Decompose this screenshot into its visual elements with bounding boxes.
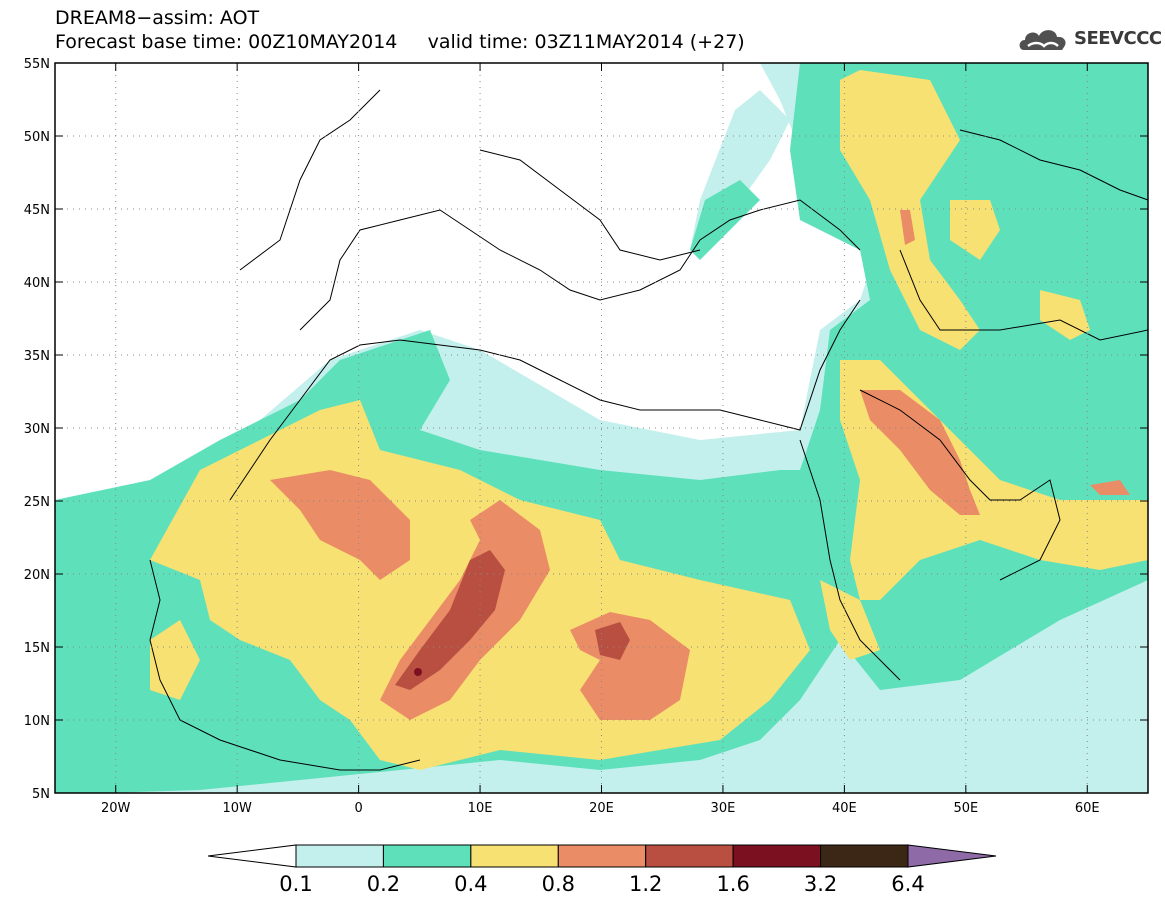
- lat-tick-label: 45N: [24, 203, 50, 218]
- colorbar-label: 0.2: [366, 872, 401, 896]
- lon-tick-label: 40E: [832, 801, 857, 816]
- lat-tick-label: 50N: [24, 130, 50, 145]
- lon-tick-label: 60E: [1075, 801, 1100, 816]
- axis-ticks: [55, 62, 1148, 794]
- lon-tick-label: 10E: [468, 801, 493, 816]
- colorbar-swatch: [382, 844, 472, 868]
- colorbar-under-triangle: [207, 844, 297, 868]
- lat-tick-label: 35N: [24, 349, 50, 364]
- colorbar-swatch: [732, 844, 822, 868]
- lon-tick-label: 10W: [222, 801, 252, 816]
- axis-labels: 20W 10W 0 10E 20E 30E 40E 50E 60E 5N 10N 15N 20N 25N 3…: [24, 57, 1100, 816]
- lon-tick-label: 50E: [953, 801, 978, 816]
- colorbar-swatch: [295, 844, 384, 868]
- colorbar-over-triangle: [907, 844, 997, 868]
- lon-tick-label: 30E: [711, 801, 736, 816]
- aot-contour-1.2: [395, 550, 630, 690]
- aot-contour-1.6: [414, 668, 422, 676]
- lat-tick-label: 10N: [24, 714, 50, 729]
- forecast-times: Forecast base time: 00Z10MAY2014 valid t…: [55, 31, 745, 53]
- lat-tick-label: 15N: [24, 641, 50, 656]
- logo-text: SEEVCCC: [1074, 28, 1162, 49]
- colorbar-swatch: [557, 844, 647, 868]
- seevccc-logo: SEEVCCC: [1016, 22, 1162, 58]
- colorbar-label: 0.4: [454, 872, 488, 896]
- cloud-icon: [1019, 30, 1066, 50]
- colorbar-label: 0.8: [541, 872, 575, 896]
- lat-tick-label: 20N: [24, 568, 50, 583]
- colorbar-label: 3.2: [803, 872, 838, 896]
- colorbar-swatch: [470, 844, 559, 868]
- lat-tick-label: 5N: [32, 787, 50, 802]
- colorbar-label: 1.2: [629, 872, 663, 896]
- lat-tick-label: 25N: [24, 495, 50, 510]
- lat-tick-label: 40N: [24, 276, 50, 291]
- lon-tick-label: 20W: [101, 801, 131, 816]
- colorbar-label: 6.4: [891, 872, 925, 896]
- lon-tick-label: 0: [354, 801, 362, 816]
- lat-tick-label: 55N: [24, 57, 50, 72]
- map-title: DREAM8−assim: AOT: [55, 7, 260, 29]
- colorbar: [207, 844, 997, 868]
- colorbar-label: 0.1: [279, 872, 313, 896]
- colorbar-swatch: [820, 844, 909, 868]
- lon-tick-label: 20E: [589, 801, 614, 816]
- graticule: [55, 63, 1148, 793]
- lat-tick-label: 30N: [24, 422, 50, 437]
- colorbar-swatch: [645, 844, 734, 868]
- coastlines: [149, 89, 1148, 771]
- colorbar-label: 1.6: [716, 872, 750, 896]
